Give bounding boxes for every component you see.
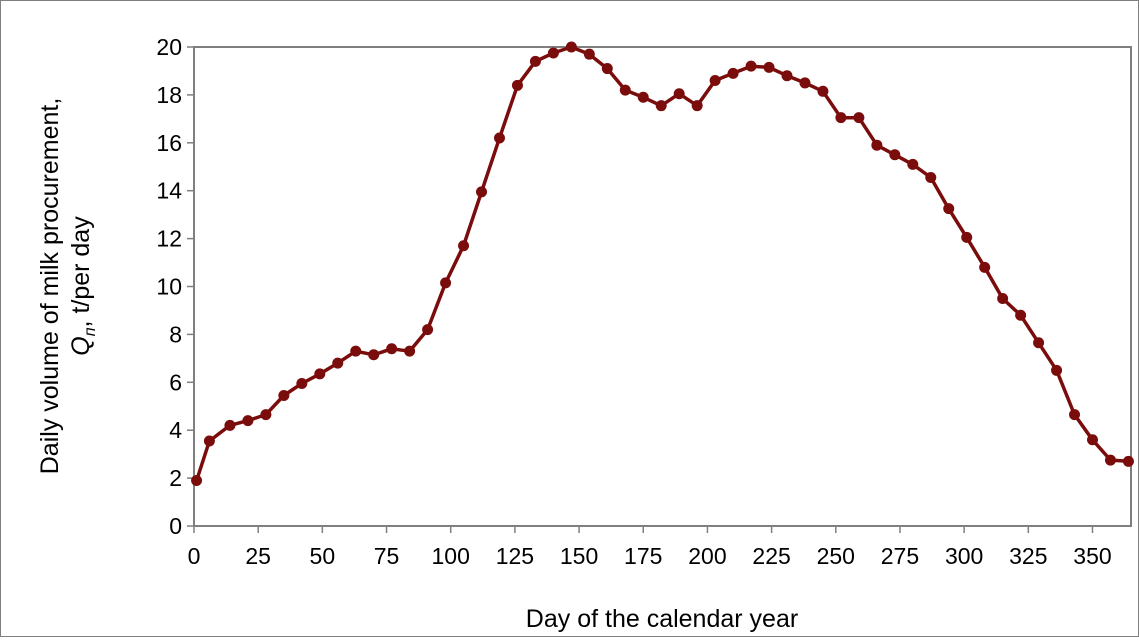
data-point <box>1069 409 1081 421</box>
data-point <box>350 345 362 357</box>
data-point <box>332 357 344 369</box>
x-axis-title: Day of the calendar year <box>526 605 798 633</box>
y-axis-ticks: 0 2 4 6 8 10 12 14 16 18 20 <box>156 34 194 539</box>
data-point <box>637 91 649 103</box>
x-tick-label: 50 <box>310 543 336 569</box>
data-point <box>511 79 523 91</box>
data-point <box>889 149 901 161</box>
x-axis-ticks: 0 25 50 75 100 125 150 175 200 225 250 275 300 325 350 <box>188 526 1112 569</box>
data-point <box>781 70 793 82</box>
y-tick-label: 6 <box>169 369 182 395</box>
y-axis-title-line2: Qп, t/per day <box>67 216 99 356</box>
data-point <box>368 349 380 361</box>
data-point <box>314 368 326 380</box>
data-point <box>907 158 919 170</box>
data-point <box>673 88 685 100</box>
y-tick-label: 18 <box>156 82 182 108</box>
data-point <box>458 240 470 252</box>
data-point <box>260 409 272 421</box>
data-point <box>727 67 739 79</box>
data-point <box>943 203 955 215</box>
x-tick-label: 0 <box>188 543 201 569</box>
data-point <box>191 474 203 486</box>
y-tick-label: 20 <box>156 34 182 60</box>
data-point <box>1086 434 1098 446</box>
data-point <box>619 84 631 96</box>
data-point <box>601 63 613 75</box>
y-tick-label: 0 <box>169 513 182 539</box>
x-tick-label: 125 <box>496 543 534 569</box>
data-point <box>278 389 290 401</box>
x-tick-label: 150 <box>560 543 598 569</box>
data-point <box>655 100 667 112</box>
data-point <box>476 186 488 198</box>
data-point <box>745 60 757 72</box>
y-axis-title-subscript: п <box>82 327 99 336</box>
data-point <box>853 112 865 124</box>
data-point <box>565 41 577 53</box>
data-point <box>242 415 254 427</box>
data-point <box>691 100 703 112</box>
data-point <box>871 139 883 151</box>
data-point <box>547 47 559 59</box>
y-tick-label: 16 <box>156 130 182 156</box>
x-tick-label: 275 <box>881 543 919 569</box>
y-axis-title-unit: , t/per day <box>67 216 95 328</box>
x-tick-label: 75 <box>374 543 400 569</box>
data-point <box>1033 337 1045 349</box>
x-tick-label: 200 <box>688 543 726 569</box>
data-point <box>817 85 829 97</box>
y-tick-label: 8 <box>169 321 182 347</box>
data-point <box>979 261 991 273</box>
y-axis-title-q: Q <box>67 336 95 355</box>
x-tick-label: 300 <box>945 543 983 569</box>
x-tick-label: 225 <box>752 543 790 569</box>
x-tick-label: 350 <box>1073 543 1111 569</box>
data-point <box>422 324 434 336</box>
x-tick-label: 25 <box>245 543 271 569</box>
data-point <box>763 61 775 73</box>
data-point <box>709 75 721 87</box>
data-point <box>1104 454 1116 466</box>
data-series <box>191 41 1134 486</box>
data-point <box>224 419 236 431</box>
data-point <box>835 112 847 124</box>
data-point <box>583 48 595 60</box>
data-point <box>529 55 541 67</box>
data-point <box>404 345 416 357</box>
data-point <box>493 132 505 144</box>
data-point <box>925 172 937 184</box>
data-point <box>997 292 1009 304</box>
x-tick-label: 325 <box>1009 543 1047 569</box>
y-tick-label: 2 <box>169 465 182 491</box>
data-point <box>1015 309 1027 321</box>
y-tick-label: 10 <box>156 274 182 300</box>
y-axis-title-line1: Daily volume of milk procurement, <box>36 98 64 475</box>
data-point <box>961 231 973 243</box>
plot-area <box>193 46 1132 527</box>
y-tick-label: 4 <box>169 417 182 443</box>
x-tick-label: 250 <box>817 543 855 569</box>
data-point <box>1122 455 1134 467</box>
x-tick-label: 100 <box>432 543 470 569</box>
data-point <box>296 377 308 389</box>
data-point <box>440 277 452 289</box>
x-tick-label: 175 <box>624 543 662 569</box>
y-tick-label: 12 <box>156 226 182 252</box>
y-tick-label: 14 <box>156 178 182 204</box>
data-point <box>386 343 398 355</box>
y-axis-title: Daily volume of milk procurement, Qп, t/… <box>36 98 99 475</box>
data-point <box>1051 364 1063 376</box>
data-point <box>799 77 811 89</box>
data-point <box>203 435 215 447</box>
